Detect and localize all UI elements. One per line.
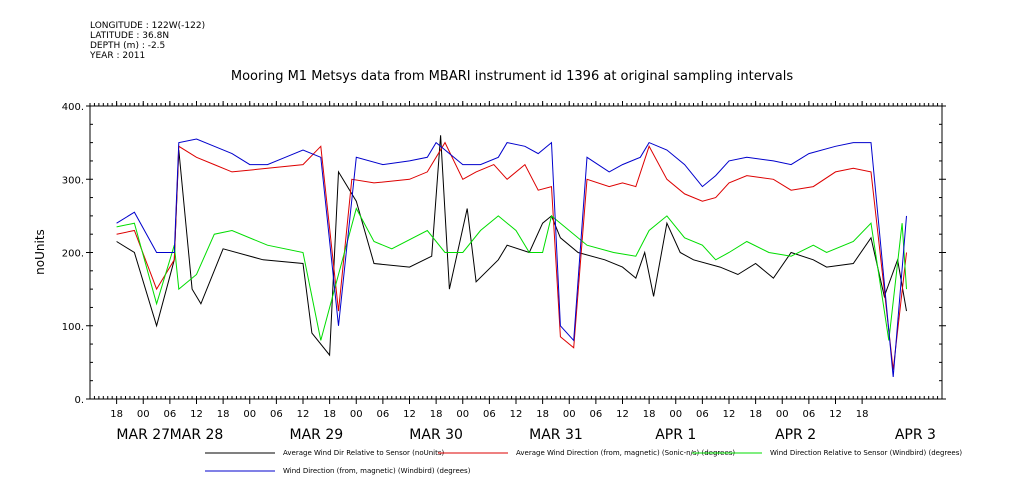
- x-tick-label: 18: [217, 409, 230, 420]
- x-tick-label: 12: [403, 409, 416, 420]
- x-tick-label: 00: [350, 409, 363, 420]
- plot-frame: [89, 105, 943, 400]
- x-date-label: MAR 31: [529, 427, 583, 443]
- x-tick-label: 06: [270, 409, 283, 420]
- x-tick-label: 06: [803, 409, 816, 420]
- x-date-label: MAR 27: [116, 427, 170, 443]
- latitude-text: LATITUDE : 36.8N: [90, 31, 170, 41]
- legend: Average Wind Dir Relative to Sensor (noU…: [205, 449, 962, 475]
- y-tick-label: 300.: [62, 175, 84, 186]
- x-tick-label: 18: [430, 409, 443, 420]
- x-tick-label: 12: [616, 409, 629, 420]
- y-tick-label: 100.: [62, 322, 84, 333]
- x-tick-label: 18: [856, 409, 869, 420]
- x-tick-label: 06: [377, 409, 390, 420]
- x-tick-label: 12: [190, 409, 203, 420]
- series-line: [116, 141, 907, 370]
- chart-title: Mooring M1 Metsys data from MBARI instru…: [231, 69, 793, 84]
- y-tick-label: 200.: [62, 249, 84, 260]
- x-date-label: APR 2: [775, 427, 816, 443]
- x-tick-label: 12: [510, 409, 523, 420]
- x-tick-label: 00: [243, 409, 256, 420]
- x-tick-label: 00: [456, 409, 469, 420]
- x-tick-label: 12: [723, 409, 736, 420]
- x-date-label: MAR 29: [289, 427, 343, 443]
- legend-label: Wind Direction Relative to Sensor (Windb…: [770, 449, 962, 457]
- depth-text: DEPTH (m) : -2.5: [90, 41, 166, 51]
- x-tick-label: 18: [643, 409, 656, 420]
- x-tick-label: 12: [829, 409, 842, 420]
- legend-label: Average Wind Direction (from, magnetic) …: [516, 449, 735, 457]
- x-tick-label: 00: [776, 409, 789, 420]
- legend-label: Wind Direction (from, magnetic) (Windbir…: [283, 467, 471, 475]
- x-tick-label: 06: [696, 409, 709, 420]
- x-tick-label: 12: [297, 409, 310, 420]
- series-line: [116, 135, 907, 357]
- x-tick-label: 06: [483, 409, 496, 420]
- x-tick-label: 00: [563, 409, 576, 420]
- y-tick-label: 400.: [62, 102, 84, 113]
- y-axis-label: noUnits: [33, 229, 47, 275]
- x-tick-label: 18: [749, 409, 762, 420]
- year-text: YEAR : 2011: [90, 51, 146, 61]
- axes-group: 0. 100. 200. 300. 400. 18 00 06 12 18 00 06 12 18 00 06…: [62, 101, 946, 443]
- x-date-label: MAR 28: [170, 427, 224, 443]
- x-date-label: APR 1: [655, 427, 696, 443]
- x-tick-label: 06: [164, 409, 177, 420]
- series-line: [116, 138, 907, 378]
- series-line: [116, 207, 907, 341]
- x-tick-label: 00: [669, 409, 682, 420]
- x-date-label: APR 3: [895, 427, 936, 443]
- x-tick-label: 18: [536, 409, 549, 420]
- x-tick-label: 00: [137, 409, 150, 420]
- series-group: [116, 135, 907, 378]
- longitude-text: LONGITUDE : 122W(-122): [90, 21, 206, 31]
- legend-label: Average Wind Dir Relative to Sensor (noU…: [283, 449, 444, 457]
- x-tick-label: 06: [590, 409, 603, 420]
- x-tick-label: 18: [110, 409, 123, 420]
- x-tick-label: 18: [323, 409, 336, 420]
- y-tick-label: 0.: [74, 395, 84, 406]
- metadata-block: LONGITUDE : 122W(-122) LATITUDE : 36.8N …: [90, 21, 205, 61]
- x-date-label: MAR 30: [409, 427, 463, 443]
